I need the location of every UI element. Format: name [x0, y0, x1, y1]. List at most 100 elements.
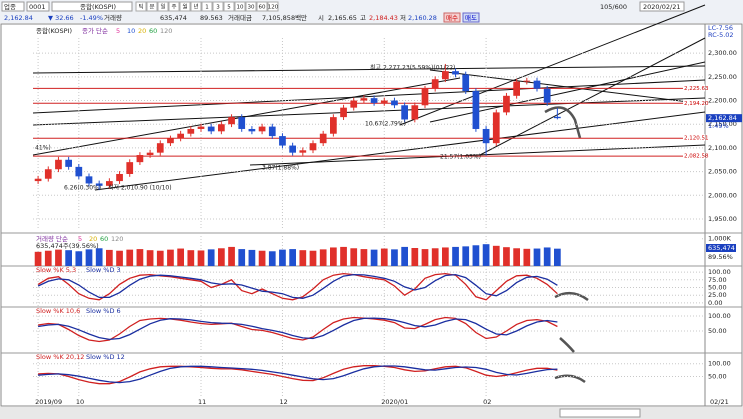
volume-bar: [533, 248, 541, 266]
period-button[interactable]: [179, 1, 191, 12]
period-button[interactable]: [157, 1, 169, 12]
y-tick-label: 75.00: [708, 276, 727, 284]
scroll-buttons[interactable]: [559, 408, 641, 418]
buy: 매수: [446, 14, 458, 22]
y-tick-label: 2,200.00: [708, 97, 737, 105]
candle-body: [146, 152, 154, 156]
buy-button[interactable]: [443, 12, 461, 23]
volume-bar: [299, 250, 307, 266]
period-button[interactable]: [135, 1, 147, 12]
candle-body: [503, 95, 510, 113]
y-tick-label: 2,100.00: [708, 144, 737, 152]
candle-body: [431, 79, 439, 89]
y-tick-label: 50.00: [708, 327, 727, 335]
oscillator-line: [38, 316, 558, 343]
volume-bar: [218, 248, 225, 266]
volume-bar: [136, 249, 144, 266]
date-box[interactable]: [639, 1, 685, 12]
candle-body: [309, 143, 317, 151]
trend-line: [94, 111, 706, 191]
legend-entry: Slow %D 6: [86, 307, 121, 315]
period-label: 10: [237, 5, 244, 11]
high-label: 고: [360, 14, 366, 22]
period-button[interactable]: [256, 1, 268, 12]
volume-bar: [431, 248, 439, 266]
volume-bar: [370, 249, 378, 266]
forecast-arrows: [544, 106, 589, 384]
level-box: [683, 84, 705, 92]
code: 0001: [29, 3, 46, 11]
period-button[interactable]: [234, 1, 246, 12]
period-button[interactable]: [223, 1, 235, 12]
period-button[interactable]: [201, 1, 213, 12]
legend-entry: Slow %D 3: [86, 266, 121, 274]
volume-box: [706, 244, 736, 252]
oscillator-line: [38, 365, 558, 385]
arrow: [559, 337, 575, 353]
level-box: [683, 99, 705, 107]
y-tick-label: 100.00: [708, 360, 731, 368]
y-tick-label: 1,950.00: [708, 215, 737, 223]
volume-bar: [452, 246, 459, 266]
open: 2,165.65: [328, 14, 357, 22]
period-button[interactable]: [146, 1, 158, 12]
x-tick-label: 10: [76, 398, 84, 406]
ma-period: 120: [111, 235, 123, 243]
volume-bar: [340, 246, 347, 266]
volume-bar: [55, 249, 62, 266]
volume-bar: [319, 249, 327, 266]
period-button[interactable]: [190, 1, 202, 12]
y-tick-label: 50.00: [708, 284, 727, 292]
volume-bar: [187, 250, 195, 266]
sell-button[interactable]: [462, 12, 480, 23]
volume-bar: [554, 248, 561, 266]
period-label: 틱: [138, 4, 143, 11]
trend-line: [429, 61, 706, 123]
candle-body: [299, 150, 307, 153]
volume-bar: [75, 251, 83, 266]
candle-body: [360, 98, 368, 101]
y-tick-label: 2,000.00: [708, 191, 737, 199]
candle-body: [95, 183, 103, 186]
ma-period: 60: [100, 235, 108, 243]
volume-bar: [106, 249, 113, 266]
arrow: [544, 106, 582, 139]
y-tick-label: 100.00: [708, 312, 731, 320]
trend-line: [32, 65, 706, 74]
period-label: 30: [248, 5, 255, 11]
volume-bar: [85, 249, 93, 266]
volume-bar: [44, 250, 52, 266]
candle-body: [370, 98, 378, 103]
period-button[interactable]: [267, 1, 279, 12]
volume-bar: [65, 250, 72, 266]
volume-bar: [513, 248, 520, 266]
volume-bar: [228, 246, 235, 266]
trend-line: [429, 69, 706, 105]
period-label: 120: [268, 5, 279, 11]
candle-body: [167, 138, 174, 144]
market-box[interactable]: [1, 1, 25, 12]
code-box[interactable]: [26, 1, 50, 12]
level-label: 2,082.58: [684, 154, 709, 160]
amt-label: 거래대금: [228, 13, 252, 22]
axis-note: RC-5.02: [708, 31, 734, 39]
scrollbar[interactable]: [0, 407, 743, 419]
trend-line: [32, 79, 706, 114]
candle-body: [187, 128, 195, 134]
candle-body: [472, 91, 480, 129]
oscillator-line: [37, 272, 558, 301]
axis-note: 1.49%: [708, 122, 729, 130]
x-tick-label: 12: [279, 398, 287, 406]
candle-body: [55, 159, 62, 170]
volume-bar: [177, 248, 184, 266]
period-button[interactable]: [168, 1, 180, 12]
volume-bar: [95, 248, 103, 266]
period-button[interactable]: [212, 1, 224, 12]
period-button[interactable]: [245, 1, 257, 12]
x-tick-label: 2019/09: [35, 398, 62, 406]
ma-period: 20: [89, 235, 97, 243]
amt: 7,105,858백만: [262, 13, 307, 22]
volume-bar: [167, 249, 174, 266]
trend-line: [249, 144, 706, 166]
trend-line: [399, 4, 706, 126]
